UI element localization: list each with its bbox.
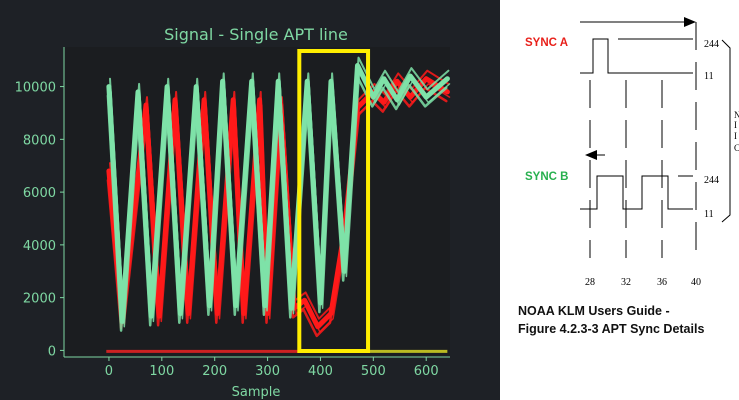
series-line xyxy=(110,69,451,328)
chart-title: Signal - Single APT line xyxy=(164,25,348,44)
sync-a-label: SYNC A xyxy=(525,37,568,49)
sync-b-label: SYNC B xyxy=(525,171,568,183)
sync-a-high-value: 244 xyxy=(704,39,719,50)
x-tick-label: 500 xyxy=(361,364,386,379)
series-group xyxy=(106,56,451,338)
top-arrow-head xyxy=(684,17,696,27)
apt-sync-diagram-panel: SYNC A SYNC B 244 11 244 11 28 32 36 40 … xyxy=(500,0,739,400)
side-letter: I xyxy=(734,131,737,141)
x-tick-label: 400 xyxy=(308,364,333,379)
y-tick-label: 2000 xyxy=(23,292,56,307)
left-arrow-head xyxy=(585,150,597,160)
axes-group: 0 100 200 300 400 500 600020004000600080001000… xyxy=(15,47,450,379)
tick-36: 36 xyxy=(657,277,667,288)
sync-b-waveform xyxy=(580,175,693,210)
x-tick-label: 0 xyxy=(105,364,113,379)
right-bracket xyxy=(721,39,731,223)
caption-line-1: NOAA KLM Users Guide - xyxy=(518,304,670,318)
x-tick-label: 600 xyxy=(414,364,439,379)
series-line xyxy=(109,56,450,315)
y-tick-label: 10000 xyxy=(15,81,56,96)
sync-b-low-value: 11 xyxy=(704,209,714,220)
side-letter: I xyxy=(734,120,737,130)
highlight-box xyxy=(297,49,371,353)
tick-32: 32 xyxy=(621,277,631,288)
x-tick-label: 100 xyxy=(149,364,174,379)
series-line xyxy=(109,69,450,320)
signal-chart: 0 100 200 300 400 500 600020004000600080001000… xyxy=(15,25,451,400)
tick-40: 40 xyxy=(691,277,701,288)
series-line xyxy=(110,83,451,333)
y-tick-label: 4000 xyxy=(23,239,56,254)
y-tick-label: 0 xyxy=(48,344,56,359)
signal-plot-panel: 0 100 200 300 400 500 600 0 2000 4000 6000 8000 1000… xyxy=(0,0,500,400)
tick-28: 28 xyxy=(585,277,595,288)
sync-a-waveform xyxy=(580,38,693,74)
x-tick-label: 200 xyxy=(202,364,227,379)
caption-line-2: Figure 4.2.3-3 APT Sync Details xyxy=(518,322,705,336)
y-tick-label: 8000 xyxy=(23,133,56,148)
side-letter: C xyxy=(734,143,739,153)
x-axis-label: Sample xyxy=(232,385,281,400)
sync-b-high-value: 244 xyxy=(704,175,719,186)
sync-a-low-value: 11 xyxy=(704,71,714,82)
sync-timing-diagram: SYNC A SYNC B 244 11 244 11 28 32 36 40 … xyxy=(525,17,739,288)
side-letter: N xyxy=(734,110,739,120)
highlight-group xyxy=(297,49,371,353)
x-tick-label: 300 xyxy=(255,364,280,379)
dashed-guides xyxy=(589,22,697,258)
y-tick-label: 6000 xyxy=(23,186,56,201)
